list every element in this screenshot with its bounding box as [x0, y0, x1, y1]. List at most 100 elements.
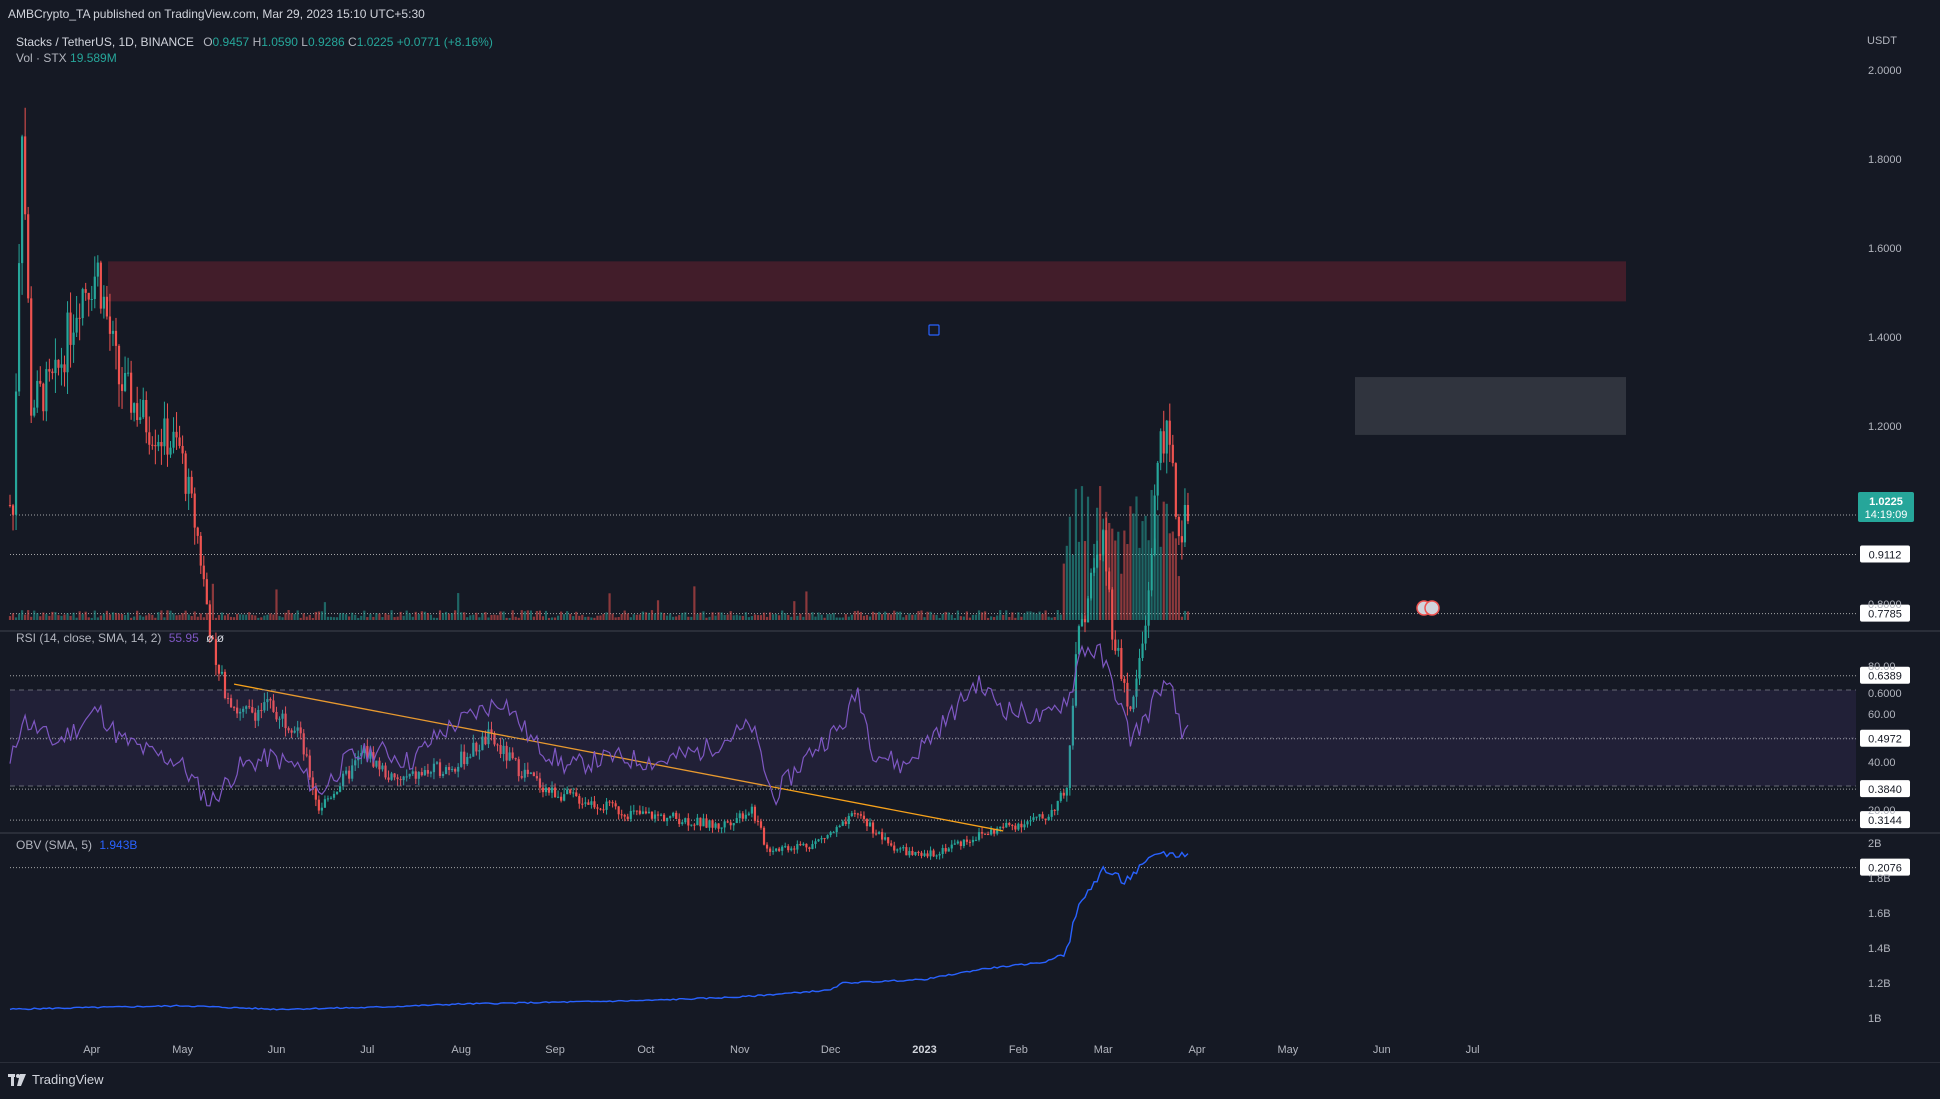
- obv-axis-tick: 1.6B: [1868, 908, 1891, 920]
- candle-body: [172, 431, 175, 448]
- candle-body: [239, 711, 242, 714]
- candle-body: [441, 773, 445, 776]
- time-axis-tick: Jun: [1373, 1044, 1391, 1056]
- volume-bar: [469, 615, 472, 620]
- volume-bar: [811, 612, 814, 620]
- volume-bar: [941, 613, 944, 620]
- candle-body: [723, 821, 726, 828]
- tradingview-icon: [8, 1073, 26, 1086]
- volume-bar: [287, 610, 290, 620]
- volume-bar: [1077, 541, 1081, 620]
- time-axis-tick: Dec: [821, 1044, 841, 1056]
- candle-body: [27, 214, 30, 299]
- volume-bar: [196, 616, 199, 620]
- candle-body: [136, 403, 139, 420]
- volume-bar: [820, 614, 823, 620]
- price-level-tag: [1860, 729, 1910, 747]
- symbol-legend[interactable]: Stacks / TetherUS, 1D, BINANCE O0.9457 H…: [16, 35, 493, 49]
- volume-bar: [351, 612, 354, 620]
- candle-body: [711, 820, 714, 828]
- candle-body: [14, 391, 18, 515]
- candle-body: [360, 753, 363, 757]
- volume-bar: [472, 614, 475, 620]
- volume-bar: [175, 615, 178, 620]
- candle-body: [1026, 821, 1029, 825]
- volume-bar: [611, 613, 614, 620]
- volume-bar: [572, 616, 575, 620]
- candle-body: [202, 565, 205, 580]
- volume-bar: [329, 616, 333, 620]
- volume-bar: [332, 617, 336, 620]
- candle-body: [175, 431, 178, 438]
- candle-body: [705, 818, 708, 828]
- volume-bar: [481, 613, 484, 620]
- candle-body: [1165, 420, 1168, 454]
- volume-bar: [550, 617, 554, 620]
- volume-bar: [323, 602, 327, 620]
- volume-bar: [393, 617, 396, 620]
- volume-bar: [8, 616, 12, 620]
- volume-bar: [884, 611, 887, 620]
- candle-body: [1074, 654, 1078, 706]
- volume-bar: [887, 613, 890, 620]
- candle-body: [802, 843, 805, 846]
- volume-bar: [66, 613, 69, 620]
- volume-bar: [672, 616, 675, 620]
- candle-body: [814, 841, 817, 845]
- volume-bar: [438, 610, 442, 620]
- candle-body: [1038, 814, 1041, 817]
- volume-bar: [847, 616, 850, 620]
- volume-bar: [117, 613, 121, 620]
- candle-body: [126, 372, 130, 374]
- obv-axis-tick: 1.2B: [1868, 978, 1891, 990]
- candle-body: [620, 814, 623, 816]
- volume-bar: [547, 617, 551, 620]
- volume-legend[interactable]: Vol · STX 19.589M: [16, 51, 117, 65]
- rsi-legend[interactable]: RSI (14, close, SMA, 14, 2) 55.95 ø ø: [16, 631, 224, 645]
- candle-body: [756, 820, 760, 822]
- candle-body: [693, 824, 696, 826]
- volume-bar: [575, 611, 578, 620]
- candle-body: [953, 843, 956, 845]
- volume-bar: [569, 613, 572, 620]
- volume-bar: [87, 617, 90, 620]
- candle-body: [974, 839, 978, 841]
- volume-bar: [460, 612, 463, 620]
- candle-body: [850, 813, 853, 817]
- tradingview-logo[interactable]: TradingView: [8, 1072, 104, 1087]
- candle-body: [381, 765, 384, 770]
- volume-bar: [556, 615, 560, 620]
- volume-bar: [971, 614, 975, 620]
- volume-bar: [166, 610, 169, 620]
- candle-body: [796, 843, 799, 850]
- volume-bar: [535, 610, 539, 620]
- candle-body: [435, 762, 439, 764]
- candle-body: [820, 838, 823, 840]
- rsi-extra: ø ø: [206, 631, 225, 645]
- volume-bar: [123, 615, 127, 620]
- volume-bar: [1186, 611, 1190, 620]
- volume-bar: [1020, 616, 1023, 620]
- candle-body: [69, 312, 72, 345]
- volume-bar: [1177, 576, 1180, 620]
- volume-bar: [402, 615, 405, 620]
- price-level-label: 0.7785: [1868, 609, 1902, 621]
- candle-body: [117, 345, 121, 385]
- candle-body: [1023, 824, 1026, 828]
- candle-body: [420, 772, 423, 776]
- candle-body: [1050, 809, 1053, 817]
- candle-body: [569, 789, 572, 794]
- volume-bar: [245, 614, 248, 620]
- volume-bar: [702, 611, 705, 620]
- candle-body: [251, 707, 254, 713]
- volume-bar: [999, 610, 1002, 620]
- candle-body: [968, 841, 972, 843]
- volume-bar: [1086, 496, 1090, 620]
- volume-bar: [260, 617, 263, 620]
- candle-body: [547, 787, 551, 793]
- candle-body: [108, 316, 112, 334]
- candle-body: [544, 787, 548, 793]
- candle-body: [39, 380, 42, 384]
- obv-legend[interactable]: OBV (SMA, 5) 1.943B: [16, 838, 137, 852]
- volume-bar: [114, 612, 118, 620]
